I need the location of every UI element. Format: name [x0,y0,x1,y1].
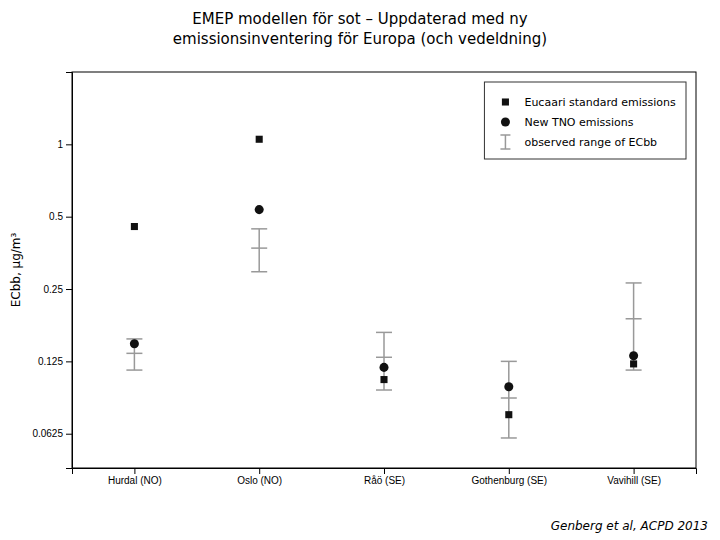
y-tick: 0.125 [38,356,72,367]
y-tick-label: 0.25 [44,284,64,295]
x-tick: Oslo (NO) [237,468,282,486]
x-tick-label: Hurdal (NO) [108,475,162,486]
x-axis: Hurdal (NO) Oslo (NO) Råö (SE) Gothenburg (… [73,468,697,486]
y-tick: 1 [57,139,72,150]
legend-label: observed range of ECbb [524,136,657,149]
x-tick: Hurdal (NO) [108,468,162,486]
chart: EMEP modellen för sot – Uppdaterad med n… [0,0,720,540]
title: EMEP modellen för sot – Uppdaterad med n… [192,10,528,28]
point-series [130,205,638,391]
y-tick-label: 0.125 [38,356,63,367]
legend-label: New TNO emissions [524,116,633,129]
point [380,376,387,383]
point [629,351,638,360]
y-tick-mark [66,289,72,290]
legend-swatch [500,148,510,150]
x-tick-label: Oslo (NO) [237,475,282,486]
y-tick-label: 1 [57,139,63,150]
range-low-cap [501,437,517,439]
y-tick-mark [66,217,72,218]
x-tick-mark [384,468,385,474]
legend: Eucaari standard emissions New TNO emissi… [484,82,686,159]
range-high-cap [376,332,392,334]
y-tick: 0.25 [44,284,72,295]
y-tick-label: 0.0625 [32,428,63,439]
y-axis-title: ECbb, μg/m³ [9,233,23,308]
legend-items: Eucaari standard emissions New TNO emissi… [500,96,676,149]
y-tick-mark [66,361,72,362]
legend-item: Eucaari standard emissions [502,96,676,109]
subtitle: emissionsinventering för Europa (och ved… [173,30,547,48]
x-tick-label: Råö (SE) [364,475,405,486]
range-series [126,229,641,438]
legend-item: New TNO emissions [501,116,634,129]
legend-swatch [500,134,510,136]
range-high-cap [626,282,642,284]
range-mid [126,353,142,355]
range-mid [626,318,642,320]
point [256,136,263,143]
range-low-cap [376,389,392,391]
range-mid [501,397,517,399]
x-tick-mark [134,468,135,474]
legend-label: Eucaari standard emissions [524,96,676,109]
x-tick-label: Gothenburg (SE) [471,475,547,486]
point [255,205,264,214]
point [131,223,138,230]
x-tick: Råö (SE) [364,468,405,486]
x-tick-mark [509,468,510,474]
legend-swatch [505,135,507,149]
range-high-cap [501,361,517,363]
range-low-cap [251,271,267,273]
legend-swatch [501,117,510,126]
range-low-cap [626,369,642,371]
point [379,363,388,372]
range-bar [508,361,510,438]
x-tick-label: Vavihill (SE) [607,475,661,486]
x-axis-line [73,469,697,475]
y-tick-label: 0.5 [49,211,63,222]
y-axis: 0.0625 0.125 0.25 0.5 1 [32,73,72,469]
x-tick-mark [634,468,635,474]
y-tick: 0.5 [49,211,72,222]
plot-frame [72,72,696,468]
range-high-cap [251,228,267,230]
range-low-cap [126,369,142,371]
point [505,411,512,418]
x-tick: Gothenburg (SE) [471,468,547,486]
marks [126,136,641,438]
point [630,360,637,367]
x-tick-mark [259,468,260,474]
point-series [131,136,637,419]
x-tick: Vavihill (SE) [607,468,661,486]
legend-swatch [502,98,509,105]
y-tick: 0.0625 [32,428,72,439]
y-tick-mark [66,434,72,435]
point [130,339,139,348]
annotation: Genberg et al, ACPD 2013 [551,519,708,533]
legend-frame [484,82,686,159]
range-mid [376,357,392,359]
y-tick-mark [66,144,72,145]
legend-item: observed range of ECbb [500,135,657,149]
range-bar [258,229,260,272]
range-mid [251,247,267,249]
point [504,382,513,391]
